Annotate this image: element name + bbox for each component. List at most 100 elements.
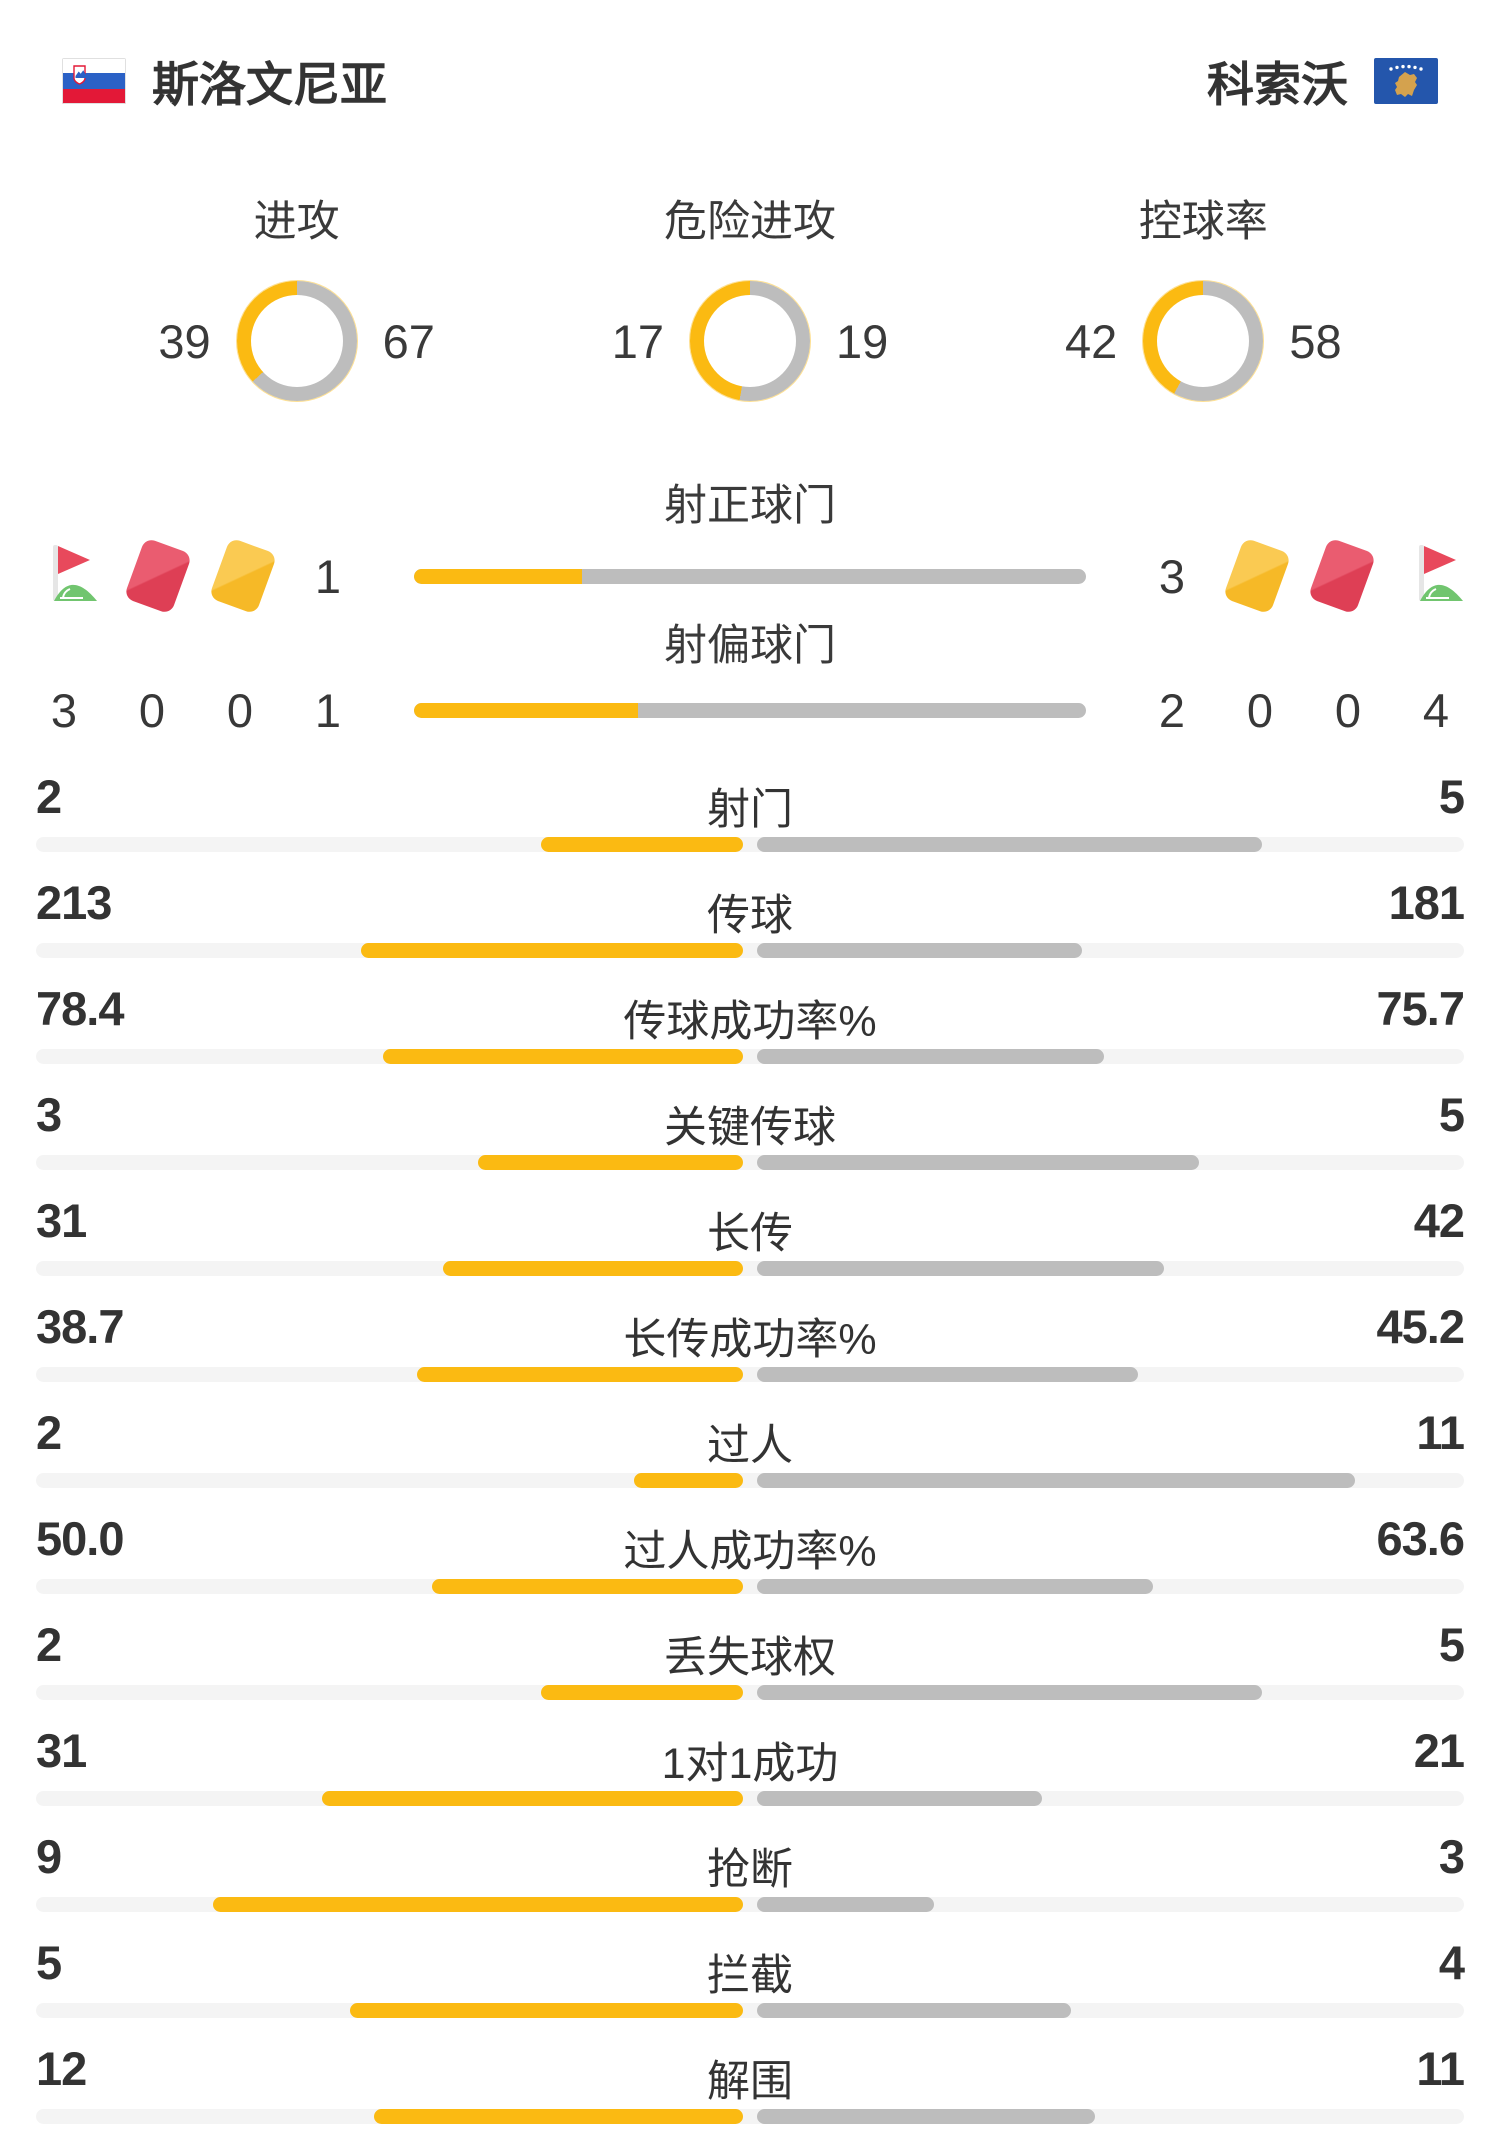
shots-on-target-bar: [414, 568, 1086, 584]
home-value: 2: [36, 770, 62, 823]
away-shots-on-target-value: 3: [1158, 549, 1186, 603]
stat-row-long-balls: 31 长传 42: [0, 1191, 1500, 1297]
home-possession-value: 42: [1065, 314, 1118, 368]
stat-row-pass-accuracy: 78.4 传球成功率% 75.7: [0, 979, 1500, 1085]
stat-row-key-passes: 3 关键传球 5: [0, 1085, 1500, 1191]
away-dangerous-attacks-value: 19: [835, 314, 889, 368]
away-possession-value: 58: [1289, 314, 1342, 368]
away-bar-segment: [757, 2109, 1096, 2124]
red-card-icon: [1307, 537, 1377, 615]
away-value: 21: [1413, 1724, 1465, 1777]
home-attacks-value: 39: [158, 314, 211, 368]
corner-flag-icon: [1419, 545, 1463, 601]
red-card-icon: [123, 537, 193, 615]
away-value: 5: [1438, 1618, 1465, 1671]
away-discipline-counts: 0 0 4: [1232, 683, 1464, 738]
home-shots-off-target-value: 1: [314, 683, 342, 737]
stat-label: 长传: [707, 1210, 793, 1258]
home-bar-segment: [442, 1261, 743, 1276]
away-bar-segment: [757, 1473, 1356, 1488]
attacks-donut-chart: [235, 280, 358, 402]
away-attacks-value: 67: [382, 314, 435, 368]
home-value: 50.0: [36, 1512, 124, 1565]
home-discipline-counts: 3 0 0: [36, 683, 268, 738]
stat-bar: [36, 2003, 1464, 2018]
away-value: 5: [1438, 1088, 1465, 1141]
away-bar-segment: [757, 1367, 1138, 1382]
home-bar-segment: [374, 2109, 743, 2124]
stat-row-passes: 213 传球 181: [0, 873, 1500, 979]
home-bar-segment: [431, 1579, 743, 1594]
home-value: 31: [36, 1194, 87, 1247]
shots-on-target-row: 1 3: [0, 537, 1500, 615]
stat-label: 1对1成功: [661, 1740, 839, 1788]
away-yellow-cards-count: 0: [1246, 683, 1274, 737]
home-value: 31: [36, 1724, 87, 1777]
shots-off-target-title: 射偏球门: [664, 622, 836, 670]
home-bar-segment: [360, 943, 743, 958]
stat-bar: [36, 1473, 1464, 1488]
stat-bar: [36, 1579, 1464, 1594]
donut-title: 控球率: [1138, 198, 1268, 246]
away-value: 5: [1438, 770, 1465, 823]
home-value: 213: [36, 876, 112, 929]
yellow-card-icon: [1222, 537, 1292, 615]
home-value: 2: [36, 1618, 62, 1671]
away-value: 181: [1388, 876, 1465, 929]
stat-bar: [36, 2109, 1464, 2124]
stat-bar: [36, 1049, 1464, 1064]
stat-label: 解围: [707, 2058, 793, 2106]
away-corners-count: 4: [1422, 683, 1450, 737]
shots-on-target-home-fill: [414, 568, 582, 584]
stat-bar: [36, 1367, 1464, 1382]
away-bar-segment: [757, 1685, 1262, 1700]
away-team: 科索沃: [1207, 46, 1438, 115]
home-value: 2: [36, 1406, 62, 1459]
stat-row-dribbles: 2 过人 11: [0, 1403, 1500, 1509]
home-value: 78.4: [36, 982, 124, 1035]
stat-label: 长传成功率%: [623, 1316, 877, 1364]
home-value: 12: [36, 2042, 87, 2095]
stat-label: 过人成功率%: [623, 1528, 877, 1576]
stat-row-tackles: 9 抢断 3: [0, 1827, 1500, 1933]
away-bar-segment: [757, 1155, 1199, 1170]
home-bar-segment: [350, 2003, 743, 2018]
stat-row-duels-won: 31 1对1成功 21: [0, 1721, 1500, 1827]
slovenia-flag-icon: [62, 57, 126, 104]
stats-list: 2 射门 5 213 传球 181 78.4 传球成功率% 75.7 3 关键传…: [0, 767, 1500, 2138]
away-bar-segment: [757, 943, 1082, 958]
home-dangerous-attacks-value: 17: [611, 314, 664, 368]
possession-donut-chart: [1142, 280, 1265, 402]
stat-label: 抢断: [707, 1846, 793, 1894]
donut-title: 进攻: [253, 198, 340, 246]
away-value: 11: [1416, 2042, 1465, 2095]
home-team: 斯洛文尼亚: [62, 46, 387, 115]
stat-label: 射门: [707, 786, 793, 834]
home-bar-segment: [383, 1049, 743, 1064]
home-bar-segment: [634, 1473, 743, 1488]
away-bar-segment: [757, 1261, 1164, 1276]
home-bar-segment: [416, 1367, 743, 1382]
home-yellow-cards-count: 0: [226, 683, 254, 737]
home-bar-segment: [321, 1791, 743, 1806]
donut-dangerous-attacks: 危险进攻 17 19: [523, 187, 976, 402]
home-value: 38.7: [36, 1300, 124, 1353]
away-value: 4: [1438, 1936, 1465, 1989]
stat-label: 过人: [707, 1422, 793, 1470]
away-value: 45.2: [1376, 1300, 1465, 1353]
donut-title: 危险进攻: [663, 198, 836, 246]
stat-row-shots: 2 射门 5: [0, 767, 1500, 873]
stat-bar: [36, 1791, 1464, 1806]
stat-label: 传球: [707, 892, 793, 940]
stat-label: 丢失球权: [664, 1634, 836, 1682]
corner-flag-icon: [53, 545, 97, 601]
away-value: 3: [1438, 1830, 1465, 1883]
stat-label: 拦截: [707, 1952, 793, 2000]
stat-bar: [36, 1261, 1464, 1276]
home-team-name: 斯洛文尼亚: [152, 58, 387, 111]
away-bar-segment: [757, 1791, 1043, 1806]
away-value: 75.7: [1376, 982, 1465, 1035]
home-bar-segment: [541, 1685, 743, 1700]
away-bar-segment: [757, 1579, 1153, 1594]
